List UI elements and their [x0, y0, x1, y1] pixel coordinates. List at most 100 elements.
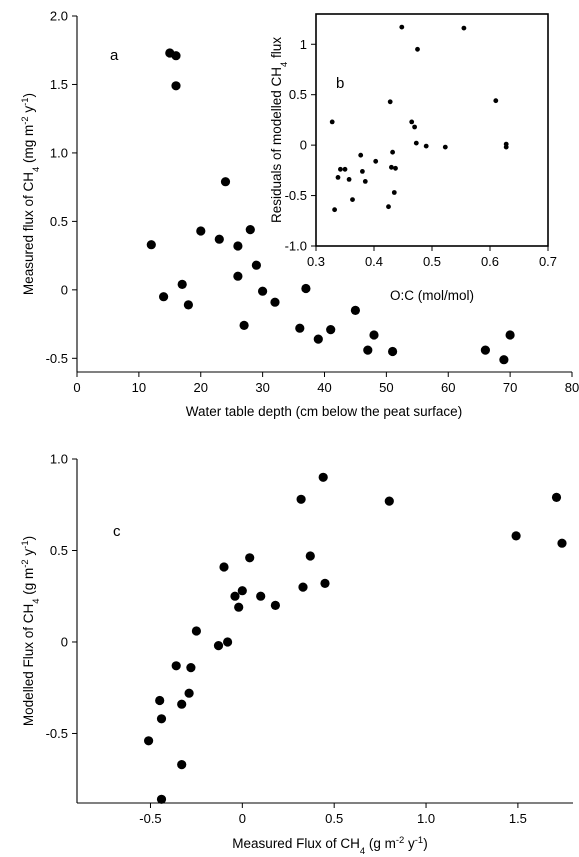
x-axis-label: Measured Flux of CH4 (g m-2 y-1) — [232, 835, 427, 857]
x-tick-label: 0.5 — [325, 811, 343, 826]
data-point — [493, 98, 499, 104]
data-point — [387, 99, 393, 105]
y-tick-label: 0.5 — [50, 543, 68, 558]
data-point — [412, 124, 417, 130]
data-point — [369, 330, 379, 340]
y-tick-label: -0.5 — [285, 188, 307, 203]
data-point — [233, 271, 243, 281]
data-point — [399, 24, 405, 30]
data-point — [251, 260, 261, 270]
panel-label: b — [336, 75, 344, 92]
x-tick-label: 0.6 — [481, 254, 499, 269]
data-point — [551, 492, 562, 502]
data-point — [391, 190, 397, 195]
y-axis-label: Modelled Flux of CH4 (g m-2 y-1) — [20, 536, 42, 726]
x-tick-label: 20 — [194, 380, 208, 395]
data-point — [505, 330, 515, 340]
x-tick-label: 50 — [379, 380, 393, 395]
data-point — [338, 166, 343, 172]
data-point — [363, 345, 373, 355]
data-point — [258, 286, 268, 296]
data-point — [393, 165, 398, 171]
y-tick-label: -0.5 — [46, 351, 68, 366]
data-point — [335, 175, 341, 180]
data-point — [499, 355, 509, 365]
x-tick-label: 80 — [565, 380, 579, 395]
data-point — [480, 345, 490, 355]
data-point — [233, 241, 243, 251]
data-point — [177, 699, 187, 709]
y-tick-label: 1.0 — [50, 145, 68, 160]
x-tick-label: 1.0 — [417, 811, 435, 826]
data-point — [230, 591, 240, 601]
data-point — [329, 119, 335, 125]
data-point — [146, 240, 156, 250]
data-point — [503, 144, 509, 150]
data-point — [245, 225, 255, 235]
data-point — [358, 152, 364, 158]
data-point — [234, 602, 244, 612]
data-point — [159, 292, 169, 302]
y-tick-label: 2.0 — [50, 9, 68, 24]
data-point — [256, 591, 266, 601]
data-point — [213, 641, 224, 651]
panel-label: c — [113, 523, 121, 540]
data-point — [144, 736, 154, 746]
x-tick-label: 40 — [317, 380, 331, 395]
x-tick-label: 0.3 — [307, 254, 325, 269]
data-point — [409, 119, 415, 125]
data-point — [511, 531, 521, 541]
x-axis-label: Water table depth (cm below the peat sur… — [186, 404, 462, 419]
x-tick-label: 0 — [239, 811, 246, 826]
data-point — [171, 51, 181, 61]
data-point — [442, 144, 448, 150]
data-point — [171, 661, 181, 671]
data-point — [388, 346, 398, 357]
y-tick-label: 1.0 — [50, 452, 68, 467]
data-point — [183, 300, 193, 310]
panel-label: a — [110, 47, 119, 64]
x-tick-label: 0.5 — [423, 254, 441, 269]
data-point — [415, 46, 420, 52]
data-point — [318, 472, 328, 482]
data-point — [389, 164, 394, 170]
data-point — [184, 688, 194, 698]
data-point — [296, 494, 306, 504]
y-tick-label: 1 — [300, 37, 307, 52]
y-tick-label: -0.5 — [46, 726, 68, 741]
data-point — [177, 760, 187, 770]
data-point — [390, 149, 395, 155]
y-tick-label: 0 — [61, 282, 68, 297]
data-point — [301, 283, 311, 294]
data-point — [413, 140, 419, 146]
data-point — [305, 551, 315, 561]
chart-c: -0.5 0 0.5 1.0 1.5 -0.5 0 0.5 1.0 c Measured Flux … — [20, 452, 573, 857]
data-point — [423, 143, 429, 149]
data-point — [350, 197, 355, 203]
data-point — [342, 166, 348, 172]
chart-a: 0 10 20 30 40 50 60 70 80-0.500.51.01.52.0aWater… — [20, 9, 579, 420]
data-point — [191, 626, 201, 636]
data-point — [346, 177, 352, 182]
data-point — [557, 538, 567, 548]
x-tick-label: 60 — [441, 380, 455, 395]
data-point — [360, 169, 365, 174]
data-point — [313, 334, 323, 344]
data-point — [223, 637, 233, 647]
x-tick-label: 70 — [503, 380, 517, 395]
y-tick-label: 1.5 — [50, 77, 68, 92]
chart-b: 0.3 0.4 0.5 0.6 0.7 -1.0 -0.5 0 0.5 1 b O:C (mol/mo… — [269, 13, 557, 303]
data-point — [239, 320, 249, 330]
data-point — [156, 714, 167, 724]
y-tick-label: 0.5 — [289, 87, 307, 102]
data-point — [326, 325, 336, 335]
data-point — [350, 305, 360, 315]
x-tick-label: 0 — [73, 380, 80, 395]
data-point — [386, 204, 391, 210]
data-point — [171, 81, 181, 91]
data-point — [332, 207, 337, 213]
x-tick-label: -0.5 — [139, 811, 161, 826]
data-point — [219, 562, 229, 572]
inset-frame — [315, 13, 549, 247]
